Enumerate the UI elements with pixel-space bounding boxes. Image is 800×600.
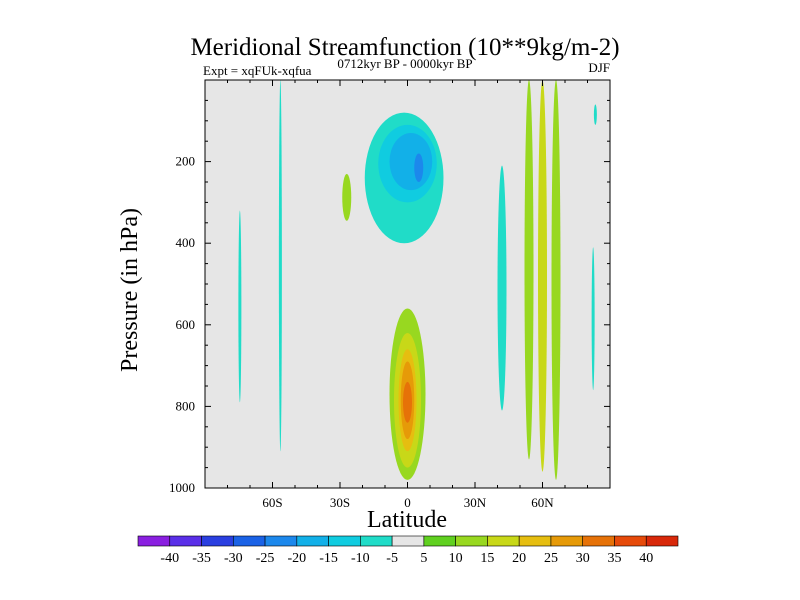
subtitle-center: 0712kyr BP - 0000kyr BP xyxy=(337,56,472,71)
colorbar-swatch xyxy=(391,535,425,547)
colorbar-swatch xyxy=(645,535,679,547)
colorbar-label: 30 xyxy=(576,551,590,566)
colorbar-label: 25 xyxy=(544,551,558,566)
contour-region xyxy=(403,381,412,423)
colorbar-swatch xyxy=(169,535,202,547)
contour-region xyxy=(593,104,597,125)
colorbar-swatch xyxy=(487,535,520,547)
colorbar-label: -20 xyxy=(287,551,306,566)
subtitle-right: DJF xyxy=(588,60,610,75)
colorbar-label: -40 xyxy=(160,551,179,566)
contour-layer xyxy=(238,80,597,480)
colorbar-label: -35 xyxy=(192,551,211,566)
y-tick-label: 800 xyxy=(176,398,196,413)
colorbar-swatch xyxy=(296,535,329,547)
colorbar-swatch xyxy=(582,535,615,547)
colorbar-swatch xyxy=(137,535,171,547)
x-tick-label: 0 xyxy=(404,495,411,510)
colorbar: -40 -35 -30 -25 -20 -15 -10 -5 5 10 15 20 25 30 35 40 xyxy=(137,535,679,566)
contour-region xyxy=(278,80,282,452)
colorbar-swatch xyxy=(518,535,552,547)
colorbar-label: 20 xyxy=(512,551,526,566)
contour-region xyxy=(389,133,433,191)
plot-area: 60S 30S 0 30N 60N 200 400 600 800 1000 xyxy=(169,79,611,510)
colorbar-swatch xyxy=(550,535,584,547)
colorbar-swatch xyxy=(455,535,488,547)
colorbar-swatch xyxy=(614,535,647,547)
contour-region xyxy=(497,165,507,411)
contour-region xyxy=(414,153,424,182)
y-tick-label: 200 xyxy=(176,154,196,169)
colorbar-label: -15 xyxy=(319,551,338,566)
contour-region xyxy=(342,173,352,221)
contour-region xyxy=(551,80,561,480)
x-tick-label: 60S xyxy=(262,495,282,510)
contour-region xyxy=(538,80,547,472)
y-tick-label: 1000 xyxy=(169,480,195,495)
contour-region xyxy=(591,247,595,391)
colorbar-label: 10 xyxy=(449,551,463,566)
y-tick-label: 600 xyxy=(176,317,196,332)
colorbar-label: -30 xyxy=(224,551,243,566)
colorbar-swatch xyxy=(232,535,266,547)
colorbar-label: 15 xyxy=(480,551,494,566)
contour-region xyxy=(524,80,534,460)
colorbar-label: -25 xyxy=(256,551,275,566)
colorbar-swatch xyxy=(328,535,361,547)
colorbar-label: 35 xyxy=(607,551,621,566)
colorbar-swatch xyxy=(264,535,298,547)
colorbar-label: 40 xyxy=(639,551,653,566)
colorbar-label: -5 xyxy=(386,551,398,566)
y-tick-label: 400 xyxy=(176,235,196,250)
colorbar-label: 5 xyxy=(420,551,427,566)
x-tick-label: 60N xyxy=(531,495,554,510)
x-axis-label: Latitude xyxy=(367,507,447,533)
colorbar-swatch xyxy=(201,535,234,547)
colorbar-swatch xyxy=(360,535,393,547)
subtitle-left: Expt = xqFUk-xqfua xyxy=(203,63,312,78)
colorbar-label: -10 xyxy=(351,551,370,566)
contour-region xyxy=(238,210,242,403)
chart-title: Meridional Streamfunction (10**9kg/m-2) xyxy=(190,34,619,61)
x-tick-label: 30N xyxy=(464,495,487,510)
x-tick-label: 30S xyxy=(330,495,350,510)
x-axis: 60S 30S 0 30N 60N xyxy=(204,80,611,510)
y-axis: 200 400 600 800 1000 xyxy=(169,79,610,495)
colorbar-swatch xyxy=(423,535,456,547)
y-axis-label: Pressure (in hPa) xyxy=(117,208,143,372)
